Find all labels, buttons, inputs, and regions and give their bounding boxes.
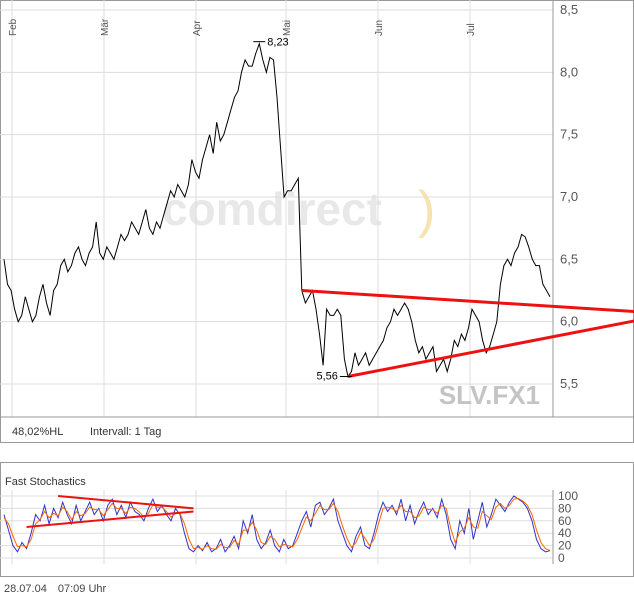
footer: 28.07.04 07:09 Uhr	[4, 583, 114, 595]
stochastics-panel-frame	[0, 462, 634, 577]
stochastics-title: Fast Stochastics	[5, 476, 86, 488]
stoch-y-tick-label: 100	[558, 489, 578, 503]
symbol-label: SLV.FX1	[439, 380, 540, 410]
y-tick-label: 7,5	[560, 127, 578, 142]
x-tick-label: Mär	[100, 18, 111, 36]
x-tick-label: Jun	[374, 20, 385, 36]
watermark-paren: )	[418, 181, 435, 239]
trendline-lower	[347, 319, 634, 378]
stoch-trendline-0	[58, 495, 194, 510]
info-hl: 48,02%HL	[12, 426, 63, 438]
stoch-y-tick-label: 0	[558, 551, 565, 565]
stoch-y-tick-label: 40	[558, 526, 572, 540]
x-tick-label: Apr	[192, 20, 203, 36]
stoch-y-tick-label: 20	[558, 539, 572, 553]
stoch-trendline-1	[26, 510, 194, 528]
y-tick-label: 8,0	[560, 64, 578, 79]
watermark-text: comdirect	[162, 183, 382, 235]
stoch-y-tick-label: 80	[558, 501, 572, 515]
annotation-label: 8,23	[267, 37, 288, 49]
footer-date: 28.07.04	[4, 583, 47, 595]
stoch-y-tick-label: 60	[558, 514, 572, 528]
stochastics-trendlines	[26, 495, 194, 528]
price-panel: comdirect ) Feb Mär Apr Mai Jun Jul 8,5 8,0 7,5…	[0, 0, 634, 443]
price-series-line	[3, 41, 551, 378]
y-tick-label: 6,0	[560, 314, 578, 329]
y-tick-label: 8,5	[560, 2, 578, 17]
trendline-upper	[301, 289, 634, 314]
stoch-series-line-1	[3, 497, 551, 552]
y-tick-label: 5,5	[560, 376, 578, 391]
y-axis-labels: 8,5 8,0 7,5 7,0 6,5 6,0 5,5	[560, 2, 578, 391]
y-tick-label: 7,0	[560, 189, 578, 204]
stoch-series-line-0	[3, 495, 551, 553]
annotation-label: 5,56	[316, 371, 337, 383]
price-grid	[0, 0, 554, 417]
info-interval: Intervall: 1 Tag	[90, 426, 161, 438]
y-tick-label: 6,5	[560, 251, 578, 266]
x-tick-label: Mai	[282, 20, 293, 36]
footer-time: 07:09 Uhr	[57, 583, 107, 595]
x-tick-label: Jul	[466, 23, 477, 36]
price-trendlines	[301, 289, 634, 378]
x-axis-labels: Feb Mär Apr Mai Jun Jul	[8, 18, 477, 36]
price-panel-frame	[0, 0, 634, 443]
stochastics-lines	[3, 495, 551, 553]
x-tick-label: Feb	[8, 18, 19, 36]
price-annotations: 8,23 5,56	[253, 37, 352, 383]
